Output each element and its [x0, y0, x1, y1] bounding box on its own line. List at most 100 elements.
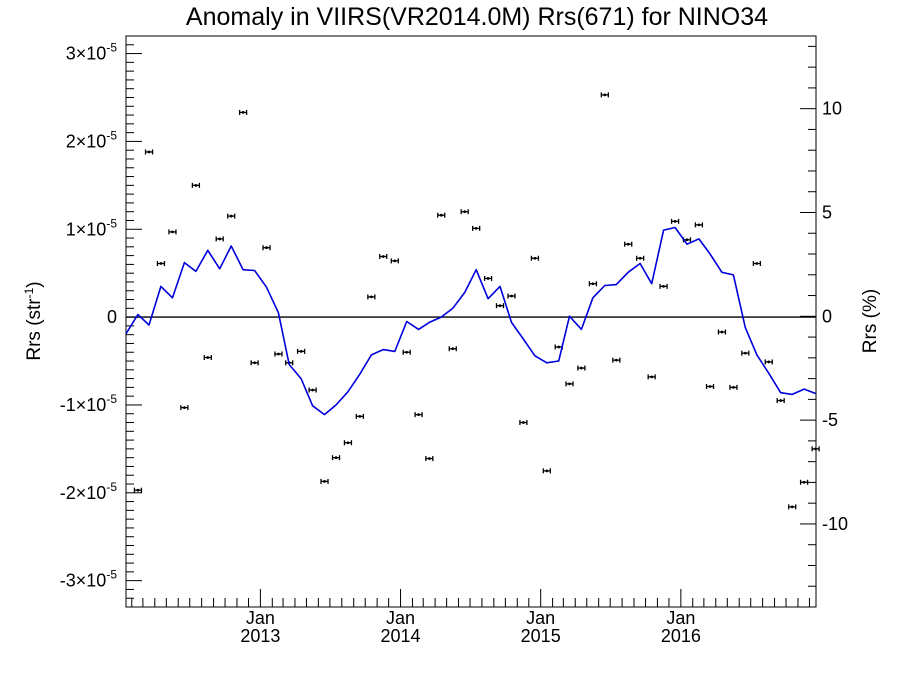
data-point: [694, 222, 704, 228]
x-tick-label-month: Jan: [386, 608, 415, 628]
data-point-marker: [767, 360, 771, 364]
y-tick-label: 3×10-5: [66, 41, 118, 64]
y-tick-exponent: -5: [106, 128, 117, 142]
y-tick-exponent: -5: [106, 480, 117, 494]
data-point: [659, 283, 668, 289]
y-tick-exponent: -5: [106, 41, 117, 55]
x-tick-label-year: 2016: [661, 626, 701, 646]
data-point: [180, 405, 189, 411]
y-right-tick-label: 10: [822, 99, 842, 119]
data-point: [542, 468, 551, 474]
y-tick-exponent: -5: [106, 568, 117, 582]
data-point-marker: [522, 421, 525, 424]
chart-title: Anomaly in VIIRS(VR2014.0M) Rrs(671) for…: [186, 3, 768, 31]
data-point-marker: [253, 361, 257, 365]
data-point-marker: [533, 256, 537, 260]
data-point-marker: [802, 480, 806, 484]
data-point-marker: [498, 304, 502, 308]
data-point: [437, 212, 446, 218]
x-tick-label-year: 2014: [381, 626, 421, 646]
plot-area: -3×10-5-2×10-5-1×10-501×10-52×10-53×10-5…: [60, 35, 848, 646]
data-point: [238, 109, 248, 115]
data-point: [752, 261, 762, 267]
data-point: [811, 446, 820, 452]
data-point-marker: [568, 382, 571, 386]
data-point-marker: [171, 230, 174, 234]
data-point-marker: [732, 385, 735, 389]
data-point: [788, 504, 797, 510]
data-point-marker: [486, 277, 490, 280]
y-tick-label: -2×10-5: [60, 480, 118, 503]
data-point: [308, 387, 317, 393]
data-point-marker: [229, 214, 233, 218]
data-point: [577, 365, 586, 371]
y-tick-times: ×10: [76, 44, 107, 64]
y-axis-label-left-text: Rrs (str: [24, 298, 45, 361]
x-tick-label-month: Jan: [666, 608, 695, 628]
data-point: [565, 381, 574, 387]
y-right-tick-label: -10: [822, 514, 848, 534]
data-point-marker: [369, 295, 373, 299]
data-point: [390, 258, 399, 264]
data-point-marker: [510, 294, 513, 298]
data-point: [519, 420, 528, 426]
y-axis-label-left-sup: -1: [22, 287, 36, 298]
data-point-marker: [673, 219, 677, 223]
data-point-marker: [265, 246, 268, 250]
data-point: [402, 349, 411, 355]
data-point: [670, 218, 680, 224]
data-point-marker: [603, 93, 607, 97]
data-point: [635, 255, 645, 261]
data-point-marker: [650, 375, 654, 379]
y-tick-times: ×10: [76, 219, 107, 239]
y-axis-label-left-close: ): [24, 281, 45, 287]
data-point-marker: [299, 349, 303, 353]
y-tick-mantissa: -1: [60, 395, 76, 415]
data-point-marker: [579, 366, 583, 370]
data-point-marker: [638, 256, 642, 260]
data-point: [729, 384, 738, 390]
data-point: [331, 455, 341, 461]
data-point-marker: [241, 111, 245, 114]
data-point-marker: [417, 413, 420, 417]
data-point: [799, 479, 809, 485]
data-point-marker: [323, 479, 326, 483]
x-tick-label-year: 2013: [240, 626, 280, 646]
plot-frame: [125, 35, 817, 608]
data-points: [133, 92, 820, 510]
data-point-marker: [405, 350, 409, 354]
data-point: [600, 92, 609, 98]
y-tick-label: 1×10-5: [66, 216, 118, 239]
y-tick-times: ×10: [76, 571, 107, 591]
y-tick-label: -3×10-5: [60, 568, 118, 591]
data-point-marker: [626, 242, 630, 246]
data-point-marker: [206, 356, 210, 359]
y-axis-right: -10 -5 0 5 10: [800, 45, 848, 608]
data-point-marker: [708, 385, 712, 388]
data-point: [647, 374, 656, 380]
data-point-marker: [779, 399, 783, 402]
data-point: [448, 346, 457, 352]
y-right-tick-label: -5: [822, 410, 838, 430]
data-point: [530, 255, 540, 261]
data-point-marker: [743, 351, 747, 355]
data-point-marker: [346, 441, 350, 445]
data-point-marker: [463, 210, 467, 214]
data-point-marker: [662, 284, 665, 288]
data-point: [717, 329, 727, 335]
y-tick-times: ×10: [76, 483, 107, 503]
data-point-marker: [182, 406, 186, 409]
y-tick-label: -1×10-5: [60, 392, 118, 415]
data-point: [168, 229, 177, 235]
data-point-marker: [545, 469, 549, 473]
y-axis-left: -3×10-5-2×10-5-1×10-501×10-52×10-53×10-5: [60, 35, 142, 608]
data-point: [624, 241, 633, 247]
x-minor-ticks: [131, 598, 810, 607]
data-point-marker: [755, 262, 759, 265]
trend-line-series: [125, 226, 816, 416]
y-tick-exponent: -5: [106, 216, 117, 230]
data-point-marker: [427, 457, 431, 460]
data-point: [133, 487, 143, 493]
data-point-marker: [720, 330, 724, 334]
